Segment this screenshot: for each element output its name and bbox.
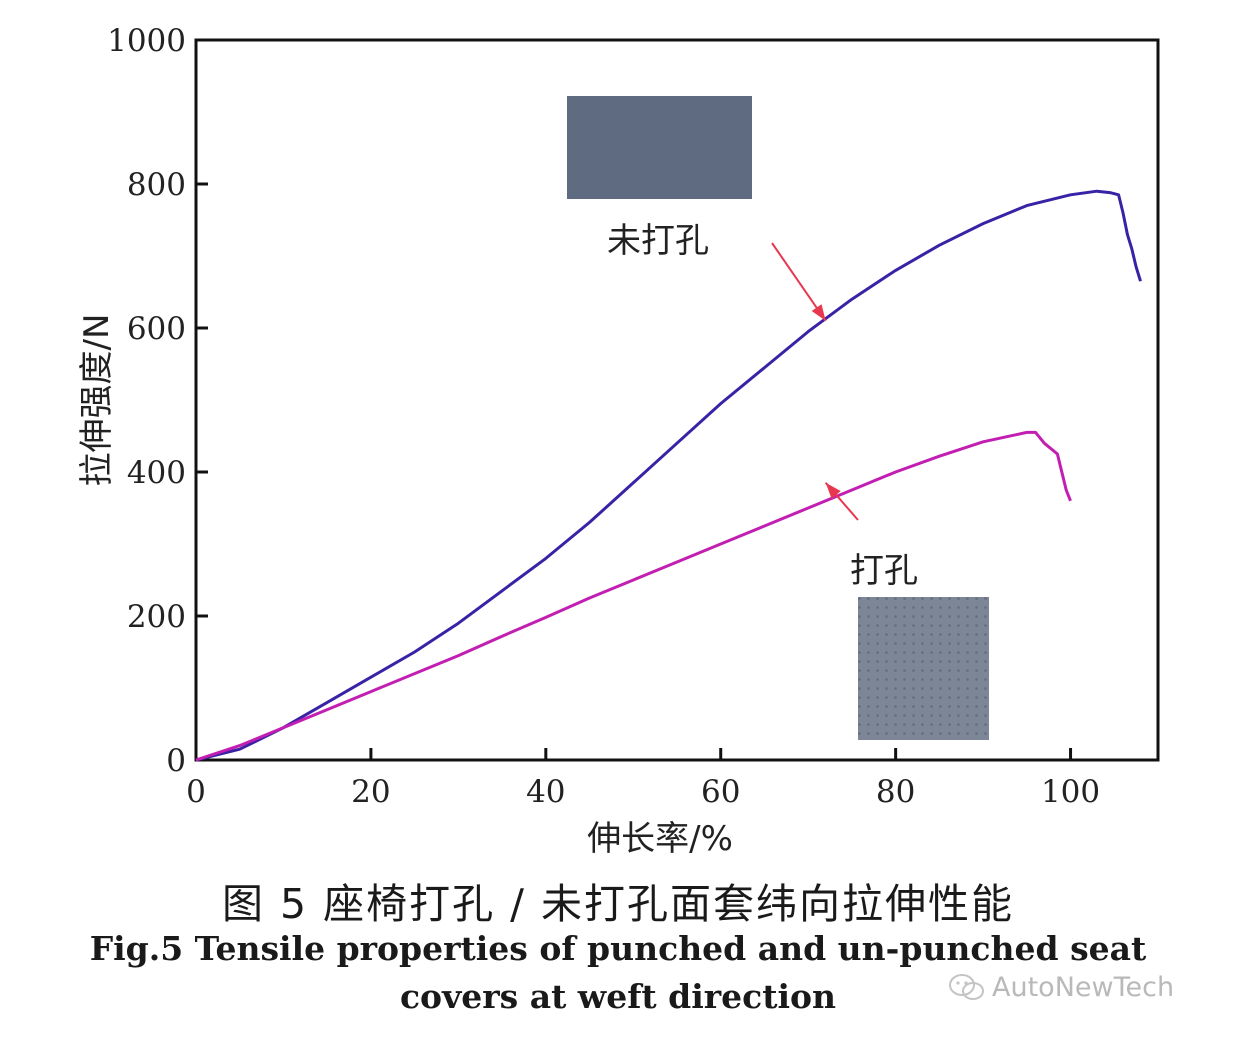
watermark: AutoNewTech bbox=[948, 972, 1174, 1003]
series-line-unpunched bbox=[195, 189, 1142, 762]
x-tick-label: 100 bbox=[1041, 774, 1100, 810]
y-tick-label: 400 bbox=[127, 455, 186, 491]
y-tick-label: 200 bbox=[127, 599, 186, 635]
annotation-arrows bbox=[771, 242, 859, 521]
x-tick-label: 20 bbox=[351, 774, 390, 810]
x-axis-title: 伸长率/% bbox=[587, 819, 733, 859]
caption-chinese: 图 5 座椅打孔 / 未打孔面套纬向拉伸性能 bbox=[221, 880, 1015, 928]
caption-english: Fig.5 Tensile properties of punched and … bbox=[89, 929, 1147, 1016]
series-line-punched bbox=[195, 430, 1072, 762]
label-punched: 打孔 bbox=[850, 551, 918, 591]
y-tick-label: 600 bbox=[127, 311, 186, 347]
y-tick-label: 1000 bbox=[107, 23, 186, 59]
y-tick-label: 0 bbox=[166, 743, 186, 779]
x-tick-label: 60 bbox=[701, 774, 740, 810]
x-tick-label: 40 bbox=[526, 774, 565, 810]
axis-ticks bbox=[194, 38, 1073, 762]
y-axis-title: 拉伸强度/N bbox=[77, 314, 117, 487]
x-tick-label: 0 bbox=[186, 774, 206, 810]
label-unpunched: 未打孔 bbox=[607, 221, 709, 261]
wechat-icon bbox=[949, 973, 984, 1000]
watermark-text: AutoNewTech bbox=[992, 972, 1175, 1003]
annotation-arrow-head bbox=[811, 304, 826, 321]
annotation-arrow-head bbox=[825, 482, 841, 499]
y-tick-label: 800 bbox=[127, 167, 186, 203]
unpunched-sample-image bbox=[567, 96, 752, 199]
punched-sample-image bbox=[858, 597, 989, 740]
plot-frame bbox=[194, 38, 1160, 762]
x-tick-label: 80 bbox=[876, 774, 915, 810]
series-layer bbox=[195, 189, 1142, 762]
